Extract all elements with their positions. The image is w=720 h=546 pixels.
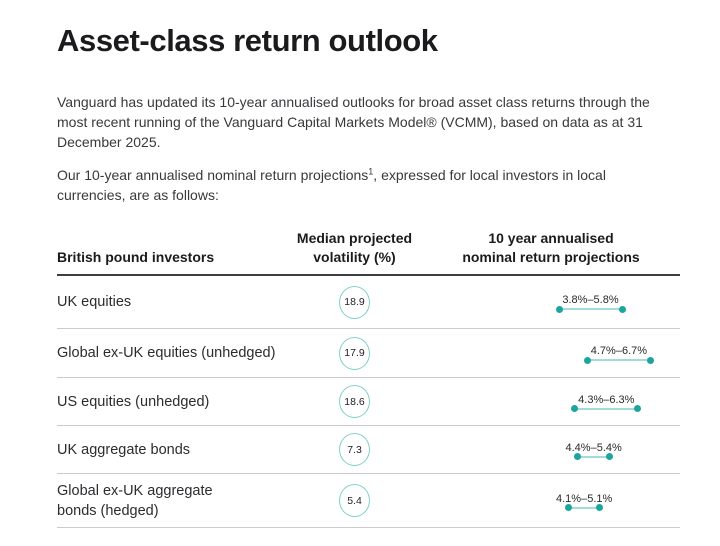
table-row: UK aggregate bonds 7.3 4.4%–5.4% xyxy=(57,426,680,474)
asset-label: UK aggregate bonds xyxy=(57,440,287,460)
return-range-label: 4.3%–6.3% xyxy=(578,393,635,406)
asset-label-line: Global ex-UK aggregate xyxy=(57,482,213,499)
asset-label: US equities (unhedged) xyxy=(57,392,287,412)
asset-label-line: Global ex-UK equities (unhedged) xyxy=(57,345,276,361)
volatility-value: 18.6 xyxy=(344,395,365,408)
asset-label: UK equities xyxy=(57,292,287,312)
range-max-dot xyxy=(605,453,613,460)
volatility-cell: 18.9 xyxy=(287,285,422,319)
volatility-badge: 7.3 xyxy=(339,433,370,466)
return-range-cell: 4.3%–6.3% xyxy=(422,378,680,425)
volatility-badge: 17.9 xyxy=(339,336,370,370)
table-header-row: British pound investors Median projected… xyxy=(57,229,680,276)
return-range-dumbbell: 4.4%–5.4% xyxy=(566,442,622,461)
asset-label-line: US equities (unhedged) xyxy=(57,393,210,410)
volatility-cell: 18.6 xyxy=(287,385,422,418)
table-row: US equities (unhedged) 18.6 4.3%–6.3% xyxy=(57,378,680,426)
asset-label: Global ex-UK aggregate bonds (hedged) xyxy=(57,481,287,521)
asset-label-line: bonds (hedged) xyxy=(57,502,159,519)
header-return-line-1: 10 year annualised xyxy=(488,230,614,246)
intro-paragraph: Vanguard has updated its 10-year annuali… xyxy=(57,94,650,150)
asset-label-line: UK equities xyxy=(57,294,132,310)
table-row: Global ex-UK equities (unhedged) 17.9 4.… xyxy=(57,329,680,378)
table-row: Global ex-UK aggregate bonds (hedged) 5.… xyxy=(57,474,680,528)
article-page: Asset-class return outlook Vanguard has … xyxy=(0,24,720,546)
header-volatility: Median projected volatility (%) xyxy=(287,229,422,267)
return-range-cell: 4.1%–5.1% xyxy=(422,474,680,527)
projections-text-before: Our 10-year annualised nominal return pr… xyxy=(57,167,369,183)
volatility-cell: 7.3 xyxy=(287,433,422,466)
outlook-table: British pound investors Median projected… xyxy=(57,229,680,528)
volatility-badge: 5.4 xyxy=(339,484,370,517)
return-range-label: 3.8%–5.8% xyxy=(562,294,619,306)
footnote-marker: 1 xyxy=(368,166,374,177)
return-range-dumbbell: 3.8%–5.8% xyxy=(555,294,626,313)
header-investors-line: British pound investors xyxy=(57,249,215,265)
return-range-label: 4.4%–5.4% xyxy=(565,441,622,454)
volatility-value: 5.4 xyxy=(347,494,362,507)
asset-label: Global ex-UK equities (unhedged) xyxy=(57,343,287,363)
range-max-dot xyxy=(618,305,626,313)
header-return-projections: 10 year annualised nominal return projec… xyxy=(422,229,680,267)
volatility-cell: 5.4 xyxy=(287,484,422,517)
range-line xyxy=(586,359,651,361)
volatility-badge: 18.9 xyxy=(339,285,370,319)
header-investors: British pound investors xyxy=(57,248,287,267)
range-max-dot xyxy=(596,504,604,511)
range-line xyxy=(577,455,610,458)
return-range-dumbbell: 4.7%–6.7% xyxy=(583,345,654,364)
volatility-value: 17.9 xyxy=(344,347,365,359)
return-range-cell: 4.4%–5.4% xyxy=(422,426,680,473)
return-range-cell: 3.8%–5.8% xyxy=(422,276,680,328)
range-min-dot xyxy=(564,504,572,511)
volatility-cell: 17.9 xyxy=(287,336,422,370)
return-range-dumbbell: 4.1%–5.1% xyxy=(556,493,612,512)
table-row: UK equities 18.9 3.8%–5.8% xyxy=(57,276,680,329)
range-max-dot xyxy=(646,356,654,364)
volatility-badge: 18.6 xyxy=(339,385,370,418)
range-max-dot xyxy=(634,405,642,412)
return-range-label: 4.7%–6.7% xyxy=(590,345,648,357)
page-title: Asset-class return outlook xyxy=(57,23,438,58)
intro-copy: Vanguard has updated its 10-year annuali… xyxy=(57,92,663,205)
projections-paragraph: Our 10-year annualised nominal return pr… xyxy=(57,165,663,205)
volatility-value: 7.3 xyxy=(347,443,362,456)
header-volatility-line-2: volatility (%) xyxy=(313,249,396,265)
header-return-line-2: nominal return projections xyxy=(462,249,640,265)
header-volatility-line-1: Median projected xyxy=(296,230,413,246)
range-min-dot xyxy=(555,305,563,313)
return-range-label: 4.1%–5.1% xyxy=(556,492,613,505)
range-min-dot xyxy=(583,356,591,364)
projections-text-after: , expressed for local investors in local… xyxy=(57,167,606,203)
range-line xyxy=(558,308,623,310)
volatility-value: 18.9 xyxy=(344,296,365,308)
range-line xyxy=(574,407,639,410)
range-line xyxy=(567,506,601,509)
range-min-dot xyxy=(571,405,579,412)
return-range-dumbbell: 4.3%–6.3% xyxy=(571,394,642,413)
asset-label-line: UK aggregate bonds xyxy=(57,441,191,458)
range-min-dot xyxy=(574,453,582,460)
return-range-cell: 4.7%–6.7% xyxy=(422,329,680,377)
